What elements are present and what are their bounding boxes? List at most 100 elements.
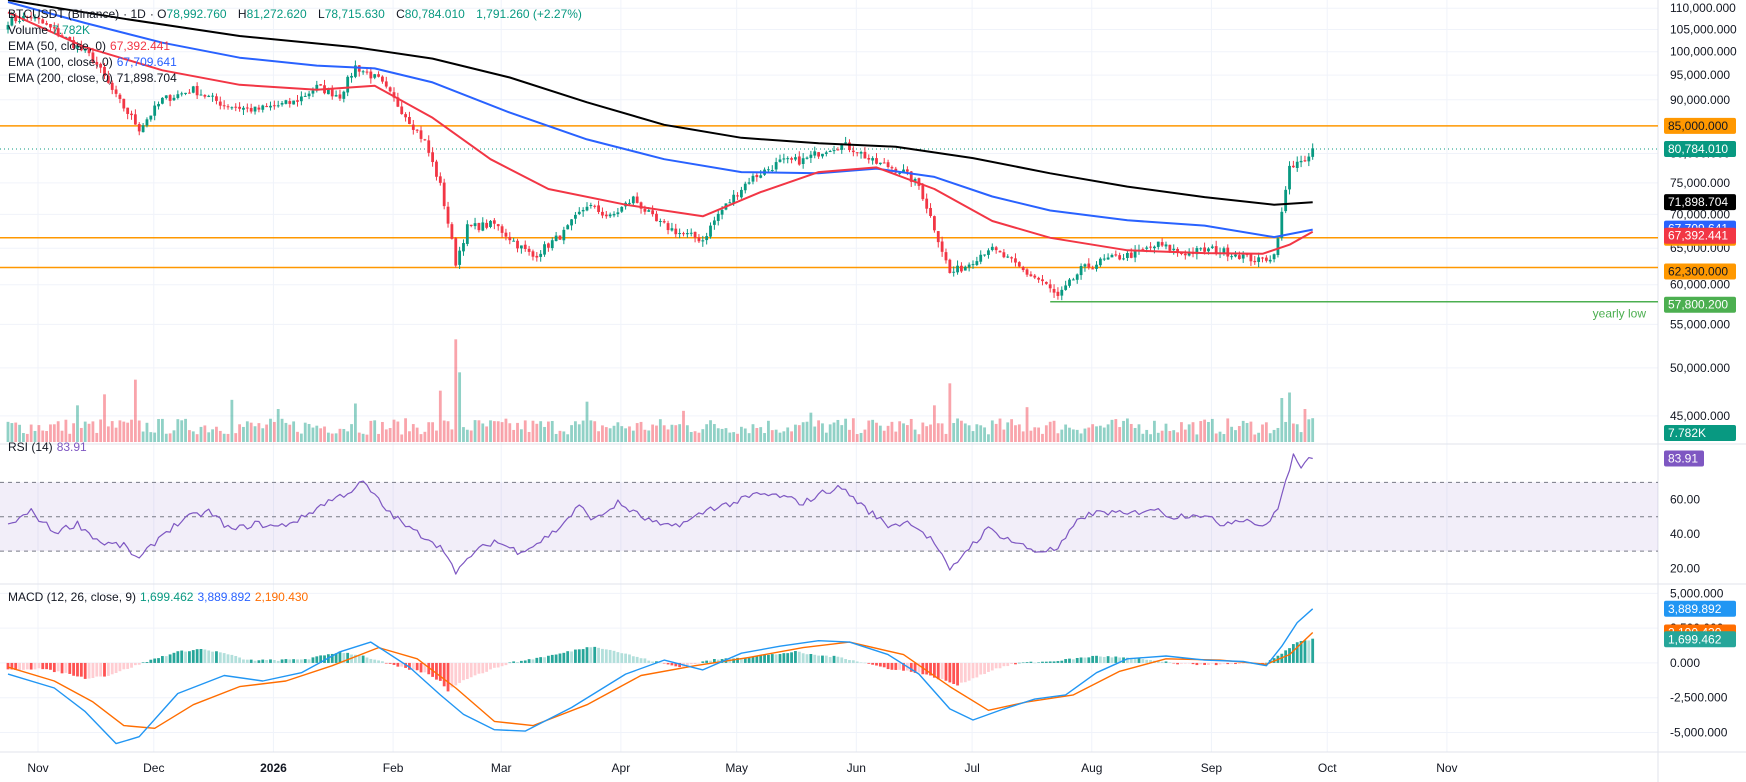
grid xyxy=(0,0,1658,752)
volume-bar xyxy=(1160,430,1164,442)
macd-tag: 3,889.892 xyxy=(1668,602,1722,616)
volume-bar xyxy=(226,433,230,442)
volume-bar xyxy=(504,418,508,442)
volume-bar xyxy=(168,433,172,442)
volume-bar xyxy=(377,433,380,442)
candle-body xyxy=(253,106,257,112)
candle-body xyxy=(1118,255,1122,260)
macd-hist-bar xyxy=(1156,660,1160,663)
macd-hist-bar xyxy=(458,662,462,683)
macd-hist-bar xyxy=(76,662,79,677)
volume-bar xyxy=(604,427,608,442)
candle-body xyxy=(655,213,658,222)
macd-signal-line xyxy=(7,631,1314,729)
candle-body xyxy=(851,150,855,153)
volume-bar xyxy=(280,418,284,442)
macd-hist-bar xyxy=(388,662,392,664)
candle-body xyxy=(161,97,164,104)
macd-hist-bar xyxy=(1145,659,1149,663)
macd-legend[interactable]: MACD (12, 26, close, 9) 1,699.462 3,889.89… xyxy=(8,589,308,605)
ema200-legend[interactable]: EMA (200, close, 0) 71,898.704 xyxy=(8,70,177,86)
candle-body xyxy=(1207,248,1210,252)
macd-hist-bar xyxy=(658,662,662,664)
macd-tag-bg xyxy=(1664,600,1736,617)
volume-bar xyxy=(330,433,334,442)
yearly-low-annotation: yearly low xyxy=(1593,307,1647,321)
candles xyxy=(6,11,1315,301)
candle-body xyxy=(242,107,245,110)
ema50-legend[interactable]: EMA (50, close, 0) 67,392.441 xyxy=(8,38,170,54)
macd-hist-bar xyxy=(1056,661,1060,663)
volume-bar xyxy=(535,423,539,442)
volume-bar xyxy=(547,421,550,442)
volume-bar xyxy=(867,420,871,442)
macd-hist-bar xyxy=(191,650,195,663)
candle-body xyxy=(1098,258,1102,266)
macd-hist-bar xyxy=(519,660,523,663)
macd-hist-bar xyxy=(909,662,913,672)
symbol-label[interactable]: BTCUSDT (Binance) xyxy=(8,7,120,21)
candle-body xyxy=(774,162,778,170)
candle-body xyxy=(91,52,95,62)
volume-bar xyxy=(22,433,25,442)
volume-bar xyxy=(944,433,948,442)
rsi-legend[interactable]: RSI (14) 83.91 xyxy=(8,439,87,455)
candle-body xyxy=(315,84,319,91)
volume-bar xyxy=(1257,432,1261,442)
volume-bar xyxy=(242,426,245,442)
volume-bar xyxy=(666,429,670,442)
macd-hist-bar xyxy=(1133,658,1137,663)
volume-bar xyxy=(832,422,836,442)
macd-hist-bar xyxy=(164,656,168,663)
candle-body xyxy=(755,175,759,178)
ema50-value: 67,392.441 xyxy=(110,39,171,53)
macd-hist-bar xyxy=(863,662,867,664)
macd-hist-bar xyxy=(543,657,546,663)
volume-bar xyxy=(1214,433,1218,442)
volume-bar xyxy=(211,429,214,442)
candle-body xyxy=(817,152,820,157)
volume-legend[interactable]: Volume 7.782K xyxy=(8,22,90,38)
candle-body xyxy=(543,244,546,255)
volume-bar xyxy=(1295,424,1299,442)
volume-bar xyxy=(523,420,527,442)
volume-bar xyxy=(639,421,643,442)
candle-body xyxy=(612,213,616,216)
volume-bar xyxy=(628,426,631,442)
macd-hist-bar xyxy=(828,657,832,663)
candle-body xyxy=(330,88,334,97)
candle-body xyxy=(1017,262,1021,267)
candle-body xyxy=(346,76,350,93)
candle-body xyxy=(83,49,87,51)
candle-body xyxy=(10,16,14,26)
candle-body xyxy=(435,161,438,177)
candle-body xyxy=(207,95,211,97)
ema100-legend[interactable]: EMA (100, close, 0) 67,709.641 xyxy=(8,54,177,70)
macd-hist-bar xyxy=(1288,648,1291,663)
volume-bar xyxy=(678,424,682,442)
macd-hist-bar xyxy=(689,662,693,665)
price-axis: 45,000.000 50,000.000 55,000.000 60,000.000… xyxy=(1670,1,1737,423)
volume-bar xyxy=(6,421,10,442)
macd-hist-bar xyxy=(956,662,959,686)
macd-hist-bar xyxy=(867,662,871,664)
volume-bar xyxy=(519,429,523,442)
macd-hist-bar xyxy=(338,651,342,663)
volume-bar xyxy=(963,423,967,442)
candle-body xyxy=(79,45,83,51)
candle-body xyxy=(504,232,508,237)
macd-hist-bar xyxy=(963,662,967,683)
interval-label[interactable]: 1D xyxy=(130,7,146,21)
candle-body xyxy=(222,105,226,107)
macd-tag: 1,699.462 xyxy=(1668,632,1722,646)
candle-body xyxy=(1303,160,1307,162)
candle-body xyxy=(902,169,905,172)
macd-hist-bar xyxy=(280,659,284,663)
macd-hist-bar xyxy=(462,662,465,681)
candle-body xyxy=(925,198,929,209)
volume-bar xyxy=(106,426,110,442)
volume-bar xyxy=(388,428,392,442)
macd-hist-bar xyxy=(276,660,280,663)
candle-body xyxy=(245,107,249,109)
